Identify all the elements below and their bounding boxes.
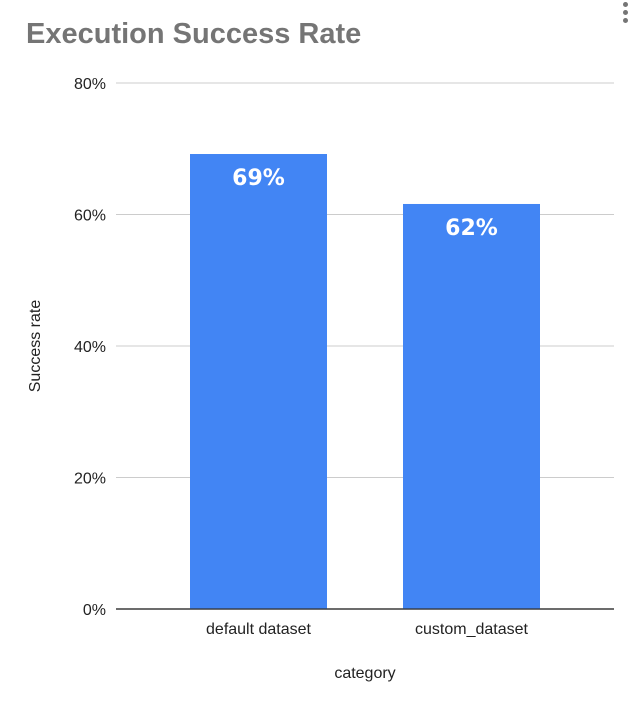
data-label: 62% [445, 216, 498, 241]
bar [190, 154, 327, 609]
data-label: 69% [232, 166, 285, 191]
y-tick-label: 40% [74, 339, 106, 356]
y-tick-label: 80% [74, 76, 106, 93]
y-axis-label: Success rate [27, 300, 44, 393]
y-tick-label: 20% [74, 471, 106, 488]
y-tick-label: 0% [83, 602, 106, 619]
x-axis-label: category [334, 665, 395, 682]
more-options-icon[interactable] [621, 2, 629, 32]
x-tick-label: custom_dataset [415, 621, 529, 638]
y-tick-label: 60% [74, 208, 106, 225]
bar [403, 203, 540, 610]
chart-title: Execution Success Rate [26, 18, 362, 50]
x-tick-label: default dataset [206, 621, 312, 638]
